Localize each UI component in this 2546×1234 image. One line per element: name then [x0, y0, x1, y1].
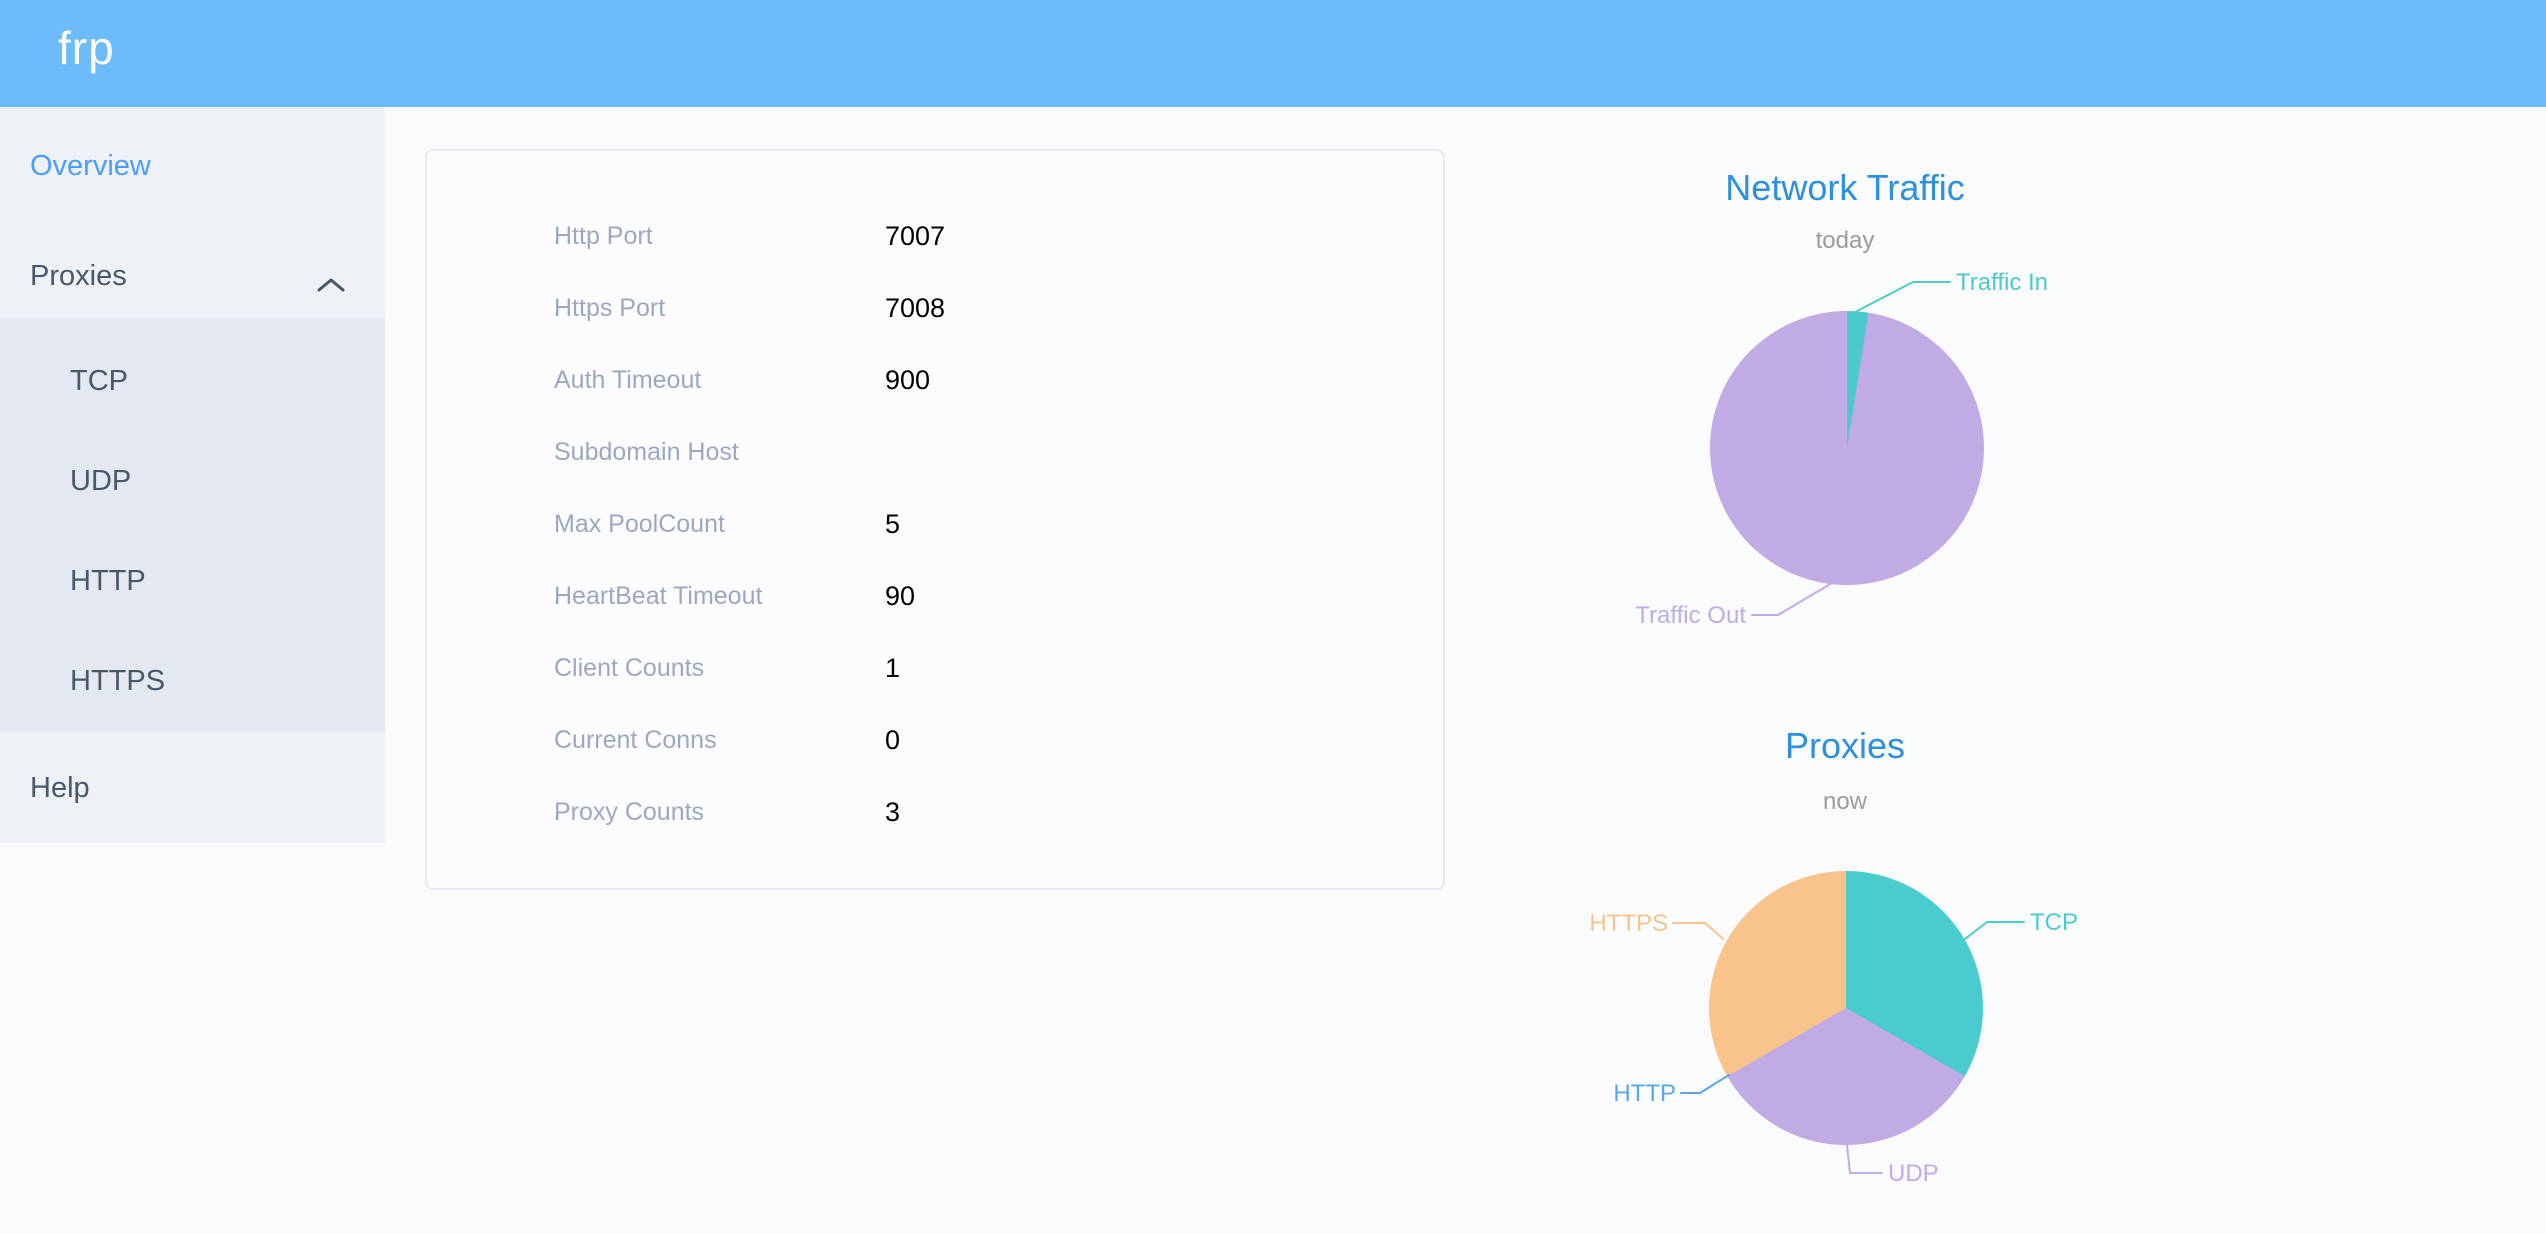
config-value: 0 — [885, 724, 901, 755]
config-row-subdomain-host: Subdomain Host — [427, 416, 1443, 488]
config-value: 3 — [885, 796, 901, 827]
config-row-current-conns: Current Conns 0 — [427, 704, 1443, 776]
traffic-in-label: Traffic In — [1956, 269, 2048, 296]
udp-leader-line — [1846, 1144, 1883, 1174]
sidebar-item-help[interactable]: Help — [0, 742, 385, 834]
sidebar-item-label: Overview — [30, 149, 151, 182]
config-row-https-port: Https Port 7008 — [427, 272, 1443, 344]
header: frp — [0, 0, 2546, 107]
chart-subtitle: now — [1822, 788, 1868, 815]
https-leader-line — [1672, 922, 1724, 940]
sidebar-item-https[interactable]: HTTPS — [0, 631, 385, 731]
config-row-client-counts: Client Counts 1 — [427, 632, 1443, 704]
config-label: Http Port — [554, 221, 653, 250]
network-traffic-chart: Network Traffic today Traffic In Traffic… — [1495, 120, 2195, 680]
config-row-auth-timeout: Auth Timeout 900 — [427, 344, 1443, 416]
config-label: HeartBeat Timeout — [554, 581, 763, 610]
config-label: Client Counts — [554, 653, 705, 682]
sidebar-submenu-proxies: TCP UDP HTTP HTTPS — [0, 318, 385, 732]
chevron-up-icon[interactable] — [315, 269, 347, 302]
sidebar-item-label: HTTPS — [70, 664, 166, 697]
config-label: Subdomain Host — [554, 437, 739, 466]
tcp-leader-line — [1964, 921, 2025, 940]
proxies-chart: Proxies now TCP HTTPS HTTP UDP — [1495, 690, 2195, 1234]
sidebar-item-label: HTTP — [70, 564, 146, 597]
http-label: HTTP — [1613, 1080, 1676, 1107]
chart-subtitle: today — [1815, 227, 1875, 254]
proxies-pie[interactable] — [1709, 871, 1983, 1145]
config-value: 1 — [885, 652, 901, 683]
server-config-card: Http Port 7007 Https Port 7008 Auth Time… — [425, 149, 1445, 890]
config-row-heartbeat-timeout: HeartBeat Timeout 90 — [427, 560, 1443, 632]
config-label: Current Conns — [554, 725, 717, 754]
sidebar-item-label: TCP — [70, 364, 128, 397]
config-value: 7008 — [885, 292, 946, 323]
sidebar-item-tcp[interactable]: TCP — [0, 331, 385, 431]
config-value: 90 — [885, 580, 916, 611]
traffic-in-leader-line — [1856, 281, 1951, 312]
http-leader-line — [1680, 1074, 1730, 1094]
config-row-max-poolcount: Max PoolCount 5 — [427, 488, 1443, 560]
tcp-label: TCP — [2030, 909, 2078, 936]
app-logo: frp — [58, 22, 115, 74]
sidebar-item-http[interactable]: HTTP — [0, 531, 385, 631]
config-label: Max PoolCount — [554, 509, 725, 538]
config-value: 5 — [885, 508, 901, 539]
traffic-out-leader-line — [1751, 582, 1833, 616]
config-label: Https Port — [554, 293, 666, 322]
network-traffic-pie[interactable] — [1710, 311, 1984, 585]
sidebar: Overview Proxies TCP UDP HTTP HTTPS — [0, 107, 385, 843]
config-row-proxy-counts: Proxy Counts 3 — [427, 776, 1443, 848]
sidebar-item-label: Proxies — [30, 259, 127, 292]
sidebar-item-label: UDP — [70, 464, 132, 497]
sidebar-item-udp[interactable]: UDP — [0, 431, 385, 531]
config-label: Auth Timeout — [554, 365, 702, 394]
udp-label: UDP — [1888, 1160, 1939, 1187]
sidebar-item-proxies[interactable]: Proxies — [0, 230, 385, 322]
config-value: 900 — [885, 364, 931, 395]
sidebar-item-label: Help — [30, 771, 90, 804]
config-value: 7007 — [885, 220, 946, 251]
config-row-http-port: Http Port 7007 — [427, 200, 1443, 272]
traffic-out-label: Traffic Out — [1635, 602, 1746, 629]
sidebar-item-overview[interactable]: Overview — [0, 120, 385, 212]
https-label: HTTPS — [1589, 910, 1668, 937]
chart-title: Network Traffic — [1725, 167, 1965, 208]
chart-title: Proxies — [1784, 725, 1906, 766]
config-label: Proxy Counts — [554, 797, 705, 826]
